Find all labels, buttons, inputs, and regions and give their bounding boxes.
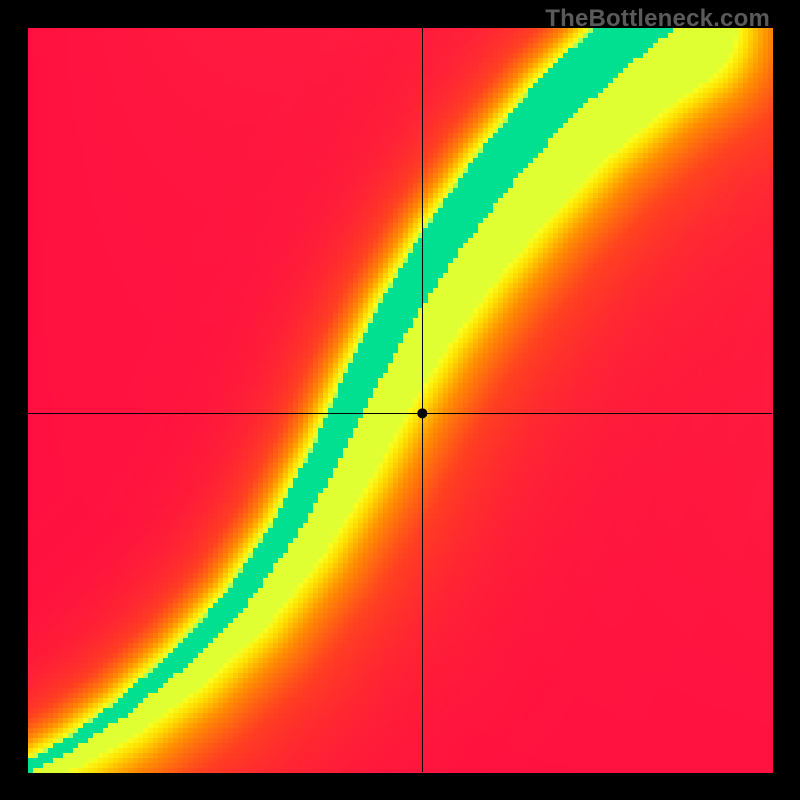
- heatmap-canvas: [0, 0, 800, 800]
- watermark-text: TheBottleneck.com: [545, 5, 770, 33]
- bottleneck-heatmap: TheBottleneck.com: [0, 0, 800, 800]
